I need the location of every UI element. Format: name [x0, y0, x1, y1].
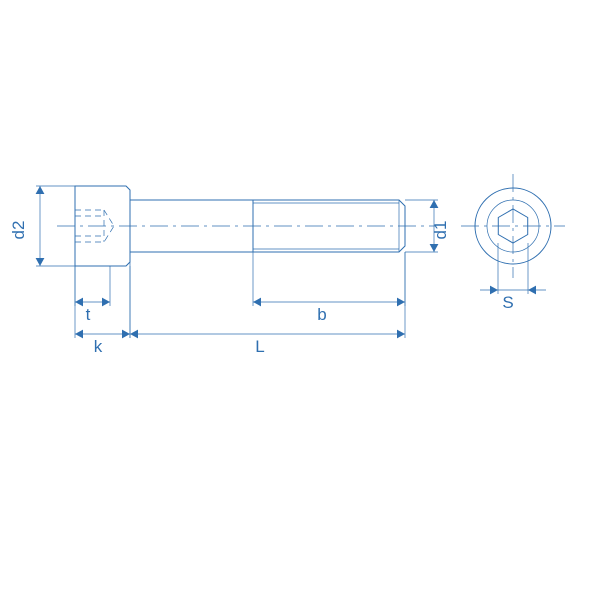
dimension-label: L	[255, 337, 264, 356]
dimension-label: d2	[9, 221, 28, 240]
dimension-label: b	[317, 305, 326, 324]
dimension-label: d1	[431, 221, 450, 240]
dimension-label: t	[86, 305, 91, 324]
dimensions	[36, 186, 546, 338]
dimension-label: k	[94, 337, 103, 356]
dimension-label: S	[502, 293, 513, 312]
